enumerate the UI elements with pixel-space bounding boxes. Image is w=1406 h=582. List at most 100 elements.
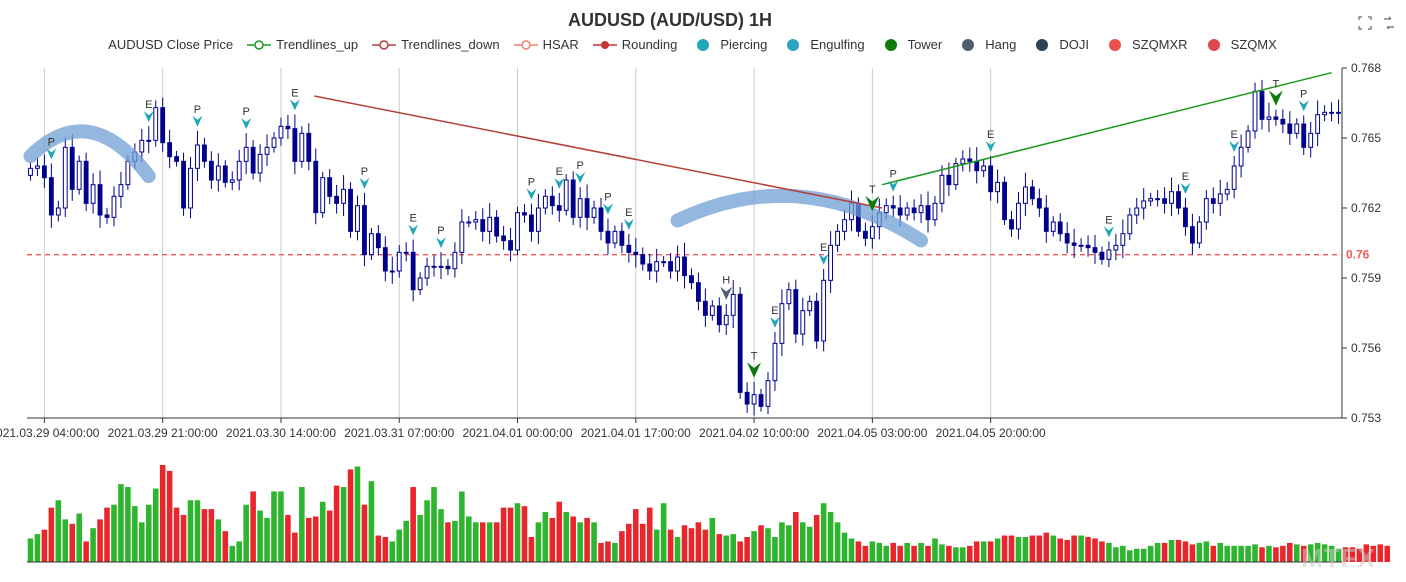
- legend-item[interactable]: Hang: [956, 37, 1016, 52]
- candle: [751, 381, 757, 416]
- volume-bar: [34, 534, 41, 562]
- volume-bar: [152, 488, 159, 562]
- volume-bar: [834, 522, 841, 562]
- candle: [730, 280, 736, 329]
- legend-item[interactable]: Engulfing: [781, 37, 865, 52]
- volume-bar: [1307, 544, 1314, 562]
- candle: [202, 137, 207, 168]
- candle: [41, 154, 47, 188]
- zoom-icon[interactable]: [1358, 16, 1372, 30]
- candle: [403, 242, 409, 262]
- candle: [438, 252, 444, 280]
- legend-label: Tower: [907, 37, 943, 52]
- pattern-label: E: [1182, 171, 1189, 183]
- candle: [626, 233, 632, 263]
- candle: [689, 268, 694, 290]
- candle: [835, 224, 840, 252]
- legend-marker: [962, 38, 975, 51]
- volume-bar: [1266, 545, 1272, 562]
- candle: [1078, 238, 1084, 252]
- legend-item[interactable]: Rounding: [592, 37, 677, 52]
- volume-bar: [1363, 544, 1370, 562]
- candle: [1169, 177, 1174, 217]
- rounding-arc: [670, 188, 929, 248]
- legend-label: SZQMXR: [1131, 37, 1188, 52]
- volume-bar: [1245, 545, 1251, 562]
- legend-item[interactable]: Trendlines_up: [247, 37, 358, 52]
- volume-bar: [598, 542, 604, 562]
- volume-bar: [646, 507, 653, 562]
- volume-bar: [1342, 547, 1349, 562]
- candle: [118, 171, 124, 208]
- candle: [362, 192, 367, 267]
- legend-item[interactable]: SZQMXR: [1103, 37, 1188, 52]
- legend-item[interactable]: Tower: [879, 37, 943, 52]
- candle: [1336, 99, 1341, 124]
- legend-marker: [1036, 38, 1049, 51]
- restore-icon[interactable]: [1382, 16, 1396, 30]
- y-tick-label: 0.759: [1351, 271, 1381, 285]
- x-tick-label: 2021.04.05 20:00:00: [936, 426, 1046, 440]
- candle: [716, 297, 722, 333]
- legend-item[interactable]: HSAR: [513, 37, 579, 52]
- candle: [1203, 190, 1209, 230]
- volume-bar: [1133, 548, 1140, 562]
- volume-bar: [55, 500, 62, 562]
- legend-label: Trendlines_down: [401, 37, 500, 52]
- candle: [1064, 222, 1070, 254]
- candle: [598, 197, 604, 241]
- candle: [1050, 216, 1056, 237]
- volume-bar: [479, 522, 486, 562]
- volume-bar: [361, 504, 368, 562]
- candle: [368, 227, 374, 260]
- volume-bar: [841, 532, 848, 562]
- legend-marker: [697, 38, 710, 51]
- volume-bar: [319, 501, 326, 562]
- legend-marker: [592, 40, 617, 49]
- candle: [842, 209, 847, 241]
- candle: [466, 216, 472, 228]
- volume-bar: [1078, 535, 1084, 562]
- pattern-marker: E: [623, 207, 634, 230]
- legend-item[interactable]: Piercing: [691, 37, 767, 52]
- volume-bar: [758, 525, 764, 562]
- candle: [410, 239, 416, 302]
- candle: [570, 171, 576, 226]
- candle: [1287, 111, 1293, 145]
- volume-bar: [1280, 545, 1286, 562]
- legend-item[interactable]: Trendlines_down: [372, 37, 500, 52]
- volume-bar: [869, 541, 876, 562]
- volume-bar: [633, 509, 639, 562]
- volume-bar: [1036, 535, 1043, 562]
- volume-bar: [1022, 537, 1029, 562]
- chart-title: AUDUSD (AUD/USD) 1H: [567, 10, 772, 30]
- candle: [313, 148, 319, 225]
- candle: [1217, 179, 1223, 217]
- volume-bar: [1029, 535, 1036, 562]
- candle: [542, 189, 548, 215]
- candle: [1308, 121, 1314, 158]
- volume-bar: [90, 528, 96, 562]
- volume-bar: [639, 523, 646, 562]
- pattern-marker: E: [769, 305, 780, 328]
- volume-bar: [312, 516, 319, 562]
- volume-bar: [966, 545, 973, 562]
- legend-item[interactable]: AUDUSD Close Price: [103, 37, 233, 52]
- legend-item[interactable]: DOJI: [1030, 37, 1089, 52]
- candle: [271, 132, 277, 153]
- volume-bar: [1238, 545, 1244, 562]
- candle: [758, 388, 764, 412]
- candle: [104, 207, 110, 224]
- volume-bar: [1092, 538, 1098, 562]
- pattern-marker: E: [818, 242, 829, 265]
- pattern-marker: P: [192, 104, 203, 127]
- candle: [382, 236, 388, 282]
- pattern-marker: E: [289, 87, 300, 111]
- legend-item[interactable]: SZQMX: [1202, 37, 1277, 52]
- candle: [278, 117, 284, 146]
- volume-bar: [744, 537, 750, 562]
- volume-bar: [83, 541, 89, 562]
- pattern-marker: E: [1229, 129, 1240, 152]
- volume-bar: [542, 512, 549, 562]
- candle: [1210, 187, 1216, 214]
